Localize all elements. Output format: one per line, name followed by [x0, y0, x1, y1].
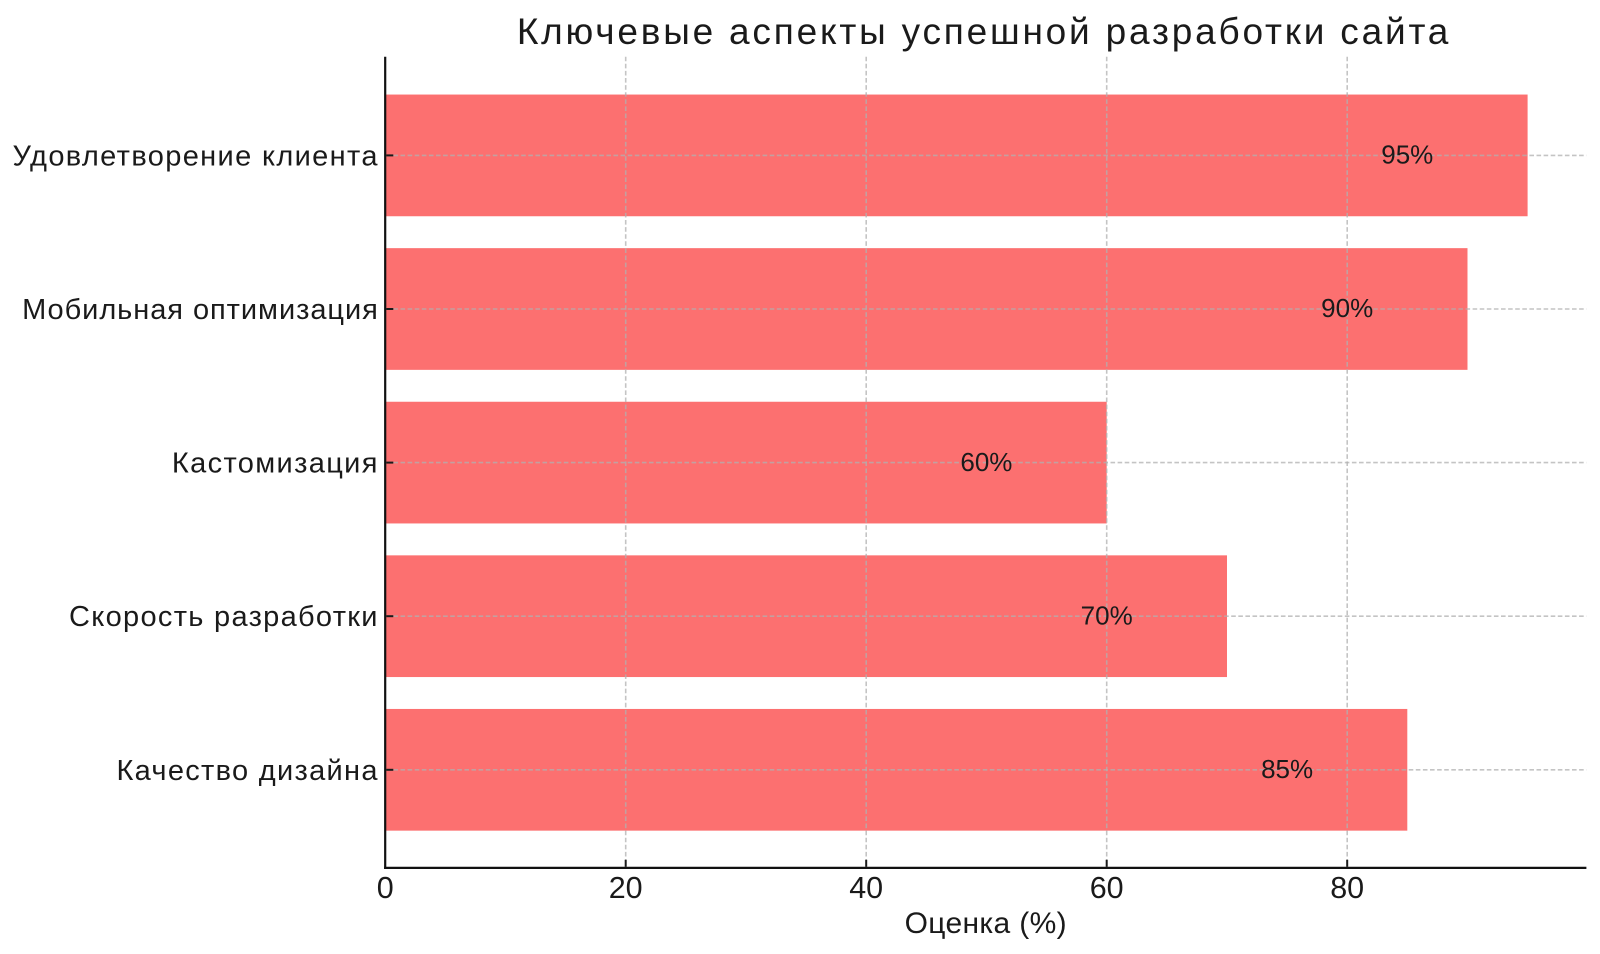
svg-text:Ключевые аспекты успешной разр: Ключевые аспекты успешной разработки сай…	[517, 11, 1451, 52]
svg-text:Скорость разработки: Скорость разработки	[69, 601, 379, 633]
svg-text:Мобильная оптимизация: Мобильная оптимизация	[22, 294, 379, 326]
svg-text:85%: 85%	[1261, 754, 1313, 784]
svg-text:80: 80	[1330, 871, 1364, 905]
svg-text:Качество дизайна: Качество дизайна	[116, 755, 378, 787]
svg-text:70%: 70%	[1081, 600, 1133, 630]
svg-text:Удовлетворение клиента: Удовлетворение клиента	[13, 140, 379, 172]
svg-text:60: 60	[1090, 871, 1124, 905]
svg-text:95%: 95%	[1381, 140, 1433, 170]
svg-text:40: 40	[849, 871, 883, 905]
svg-text:0: 0	[377, 871, 394, 905]
svg-text:Кастомизация: Кастомизация	[172, 448, 379, 480]
svg-text:20: 20	[609, 871, 643, 905]
svg-text:Оценка (%): Оценка (%)	[905, 907, 1067, 940]
svg-text:90%: 90%	[1321, 293, 1373, 323]
svg-text:60%: 60%	[960, 447, 1012, 477]
